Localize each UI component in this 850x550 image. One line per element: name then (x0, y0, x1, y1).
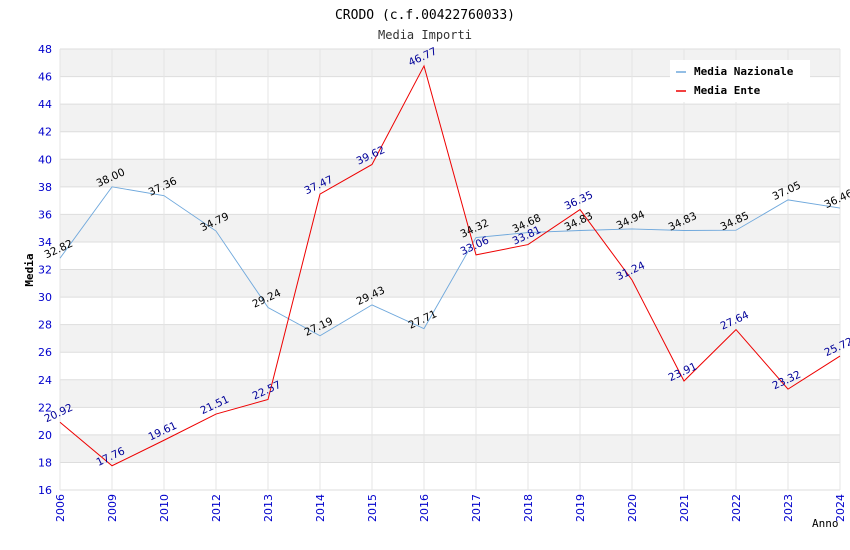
series-line-media-ente (59, 64, 841, 467)
x-tick-label: 2015 (366, 494, 379, 522)
plot-band (60, 407, 840, 435)
x-tick-label: 2022 (730, 494, 743, 522)
x-tick-label: 2013 (262, 494, 275, 522)
plot-band (60, 297, 840, 325)
x-tick-label: 2019 (574, 494, 587, 522)
x-tick-label: 2023 (782, 494, 795, 522)
y-tick-label: 36 (38, 208, 52, 221)
plot-band (60, 186, 840, 215)
x-tick-label: 2021 (678, 494, 691, 522)
y-tick-label: 44 (38, 98, 52, 111)
y-tick-label: 20 (38, 429, 52, 442)
plot-band (60, 104, 840, 132)
plot-band (60, 434, 840, 463)
plot-band (60, 324, 840, 353)
grid-lines (59, 48, 841, 491)
legend: Media Nazionale Media Ente (670, 60, 810, 102)
legend-label-media-ente: Media Ente (694, 84, 761, 97)
x-tick-label: 2014 (314, 494, 327, 522)
plot-band (60, 379, 840, 408)
x-tick-label: 2024 (834, 494, 847, 522)
plot-band (60, 159, 840, 187)
y-axis-ticks: 16 18 20 22 24 26 28 30 32 34 36 38 40 42 44 46 48 (38, 43, 52, 497)
y-tick-label: 26 (38, 346, 52, 359)
y-tick-label: 42 (38, 126, 52, 139)
y-tick-label: 46 (38, 71, 52, 84)
x-tick-label: 2012 (210, 494, 223, 522)
x-axis-label: Anno (812, 517, 839, 530)
x-tick-label: 2016 (418, 494, 431, 522)
plot-band (60, 241, 840, 270)
plot-band (60, 131, 840, 160)
x-tick-label: 2009 (106, 494, 119, 522)
series-line-media-nazionale (59, 186, 841, 337)
y-tick-label: 16 (38, 484, 52, 497)
y-tick-label: 30 (38, 291, 52, 304)
series-lines (59, 64, 841, 467)
y-tick-label: 24 (38, 374, 52, 387)
y-tick-label: 40 (38, 153, 52, 166)
y-tick-label: 22 (38, 401, 52, 414)
x-tick-label: 2020 (626, 494, 639, 522)
chart-title: CRODO (c.f.00422760033) (335, 8, 515, 23)
y-axis-label: Media (23, 253, 36, 286)
plot-band (60, 352, 840, 380)
chart-subtitle: Media Importi (378, 28, 472, 42)
y-tick-label: 18 (38, 456, 52, 469)
x-axis-ticks: 2006 2009 2010 2012 2013 2014 2015 2016 2017 2018… (54, 494, 847, 522)
y-tick-label: 28 (38, 319, 52, 332)
legend-label-media-nazionale: Media Nazionale (694, 65, 794, 78)
legend-box (670, 60, 810, 102)
plot-background (60, 49, 840, 490)
y-tick-label: 34 (38, 236, 52, 249)
x-tick-label: 2010 (158, 494, 171, 522)
x-tick-label: 2006 (54, 494, 67, 522)
y-tick-label: 38 (38, 181, 52, 194)
y-tick-label: 48 (38, 43, 52, 56)
x-tick-label: 2017 (470, 494, 483, 522)
y-tick-label: 32 (38, 264, 52, 277)
x-tick-label: 2018 (522, 494, 535, 522)
plot-band (60, 214, 840, 242)
plot-band (60, 462, 840, 490)
